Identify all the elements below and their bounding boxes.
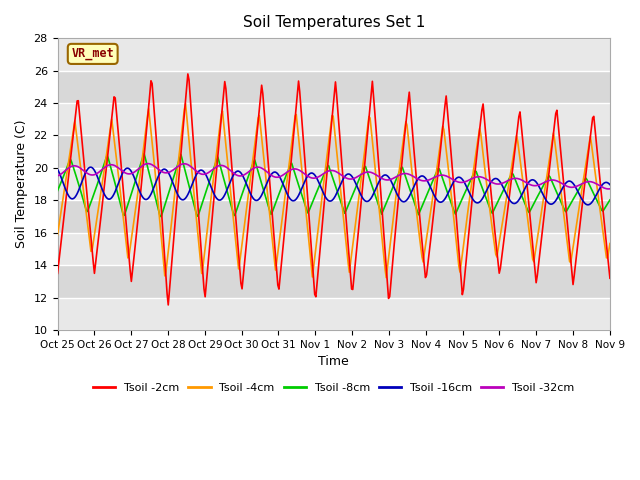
- Bar: [58, 200, 610, 233]
- Bar: [58, 135, 610, 168]
- Y-axis label: Soil Temperature (C): Soil Temperature (C): [15, 120, 28, 248]
- Title: Soil Temperatures Set 1: Soil Temperatures Set 1: [243, 15, 425, 30]
- Bar: [58, 298, 610, 330]
- Legend: Tsoil -2cm, Tsoil -4cm, Tsoil -8cm, Tsoil -16cm, Tsoil -32cm: Tsoil -2cm, Tsoil -4cm, Tsoil -8cm, Tsoi…: [89, 379, 579, 397]
- Bar: [58, 71, 610, 103]
- X-axis label: Time: Time: [318, 355, 349, 369]
- Bar: [58, 168, 610, 200]
- Bar: [58, 233, 610, 265]
- Bar: [58, 38, 610, 71]
- Bar: [58, 103, 610, 135]
- Text: VR_met: VR_met: [71, 48, 114, 60]
- Bar: [58, 265, 610, 298]
